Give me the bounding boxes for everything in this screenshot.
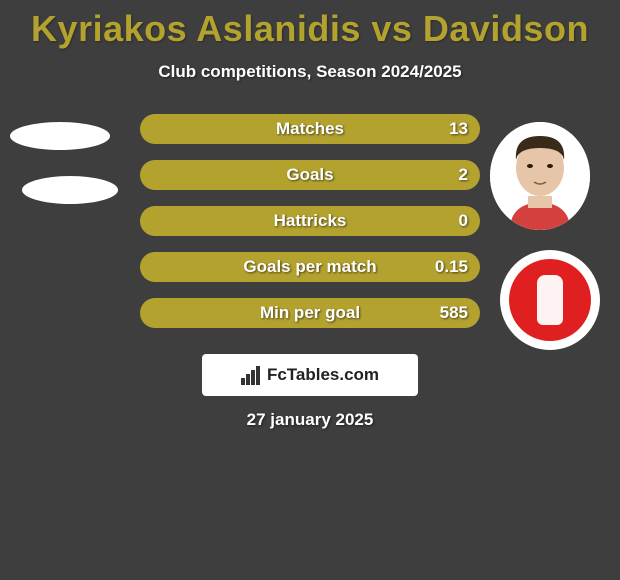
brand-badge: FcTables.com [202, 354, 418, 396]
date-text: 27 january 2025 [247, 410, 374, 430]
stat-bar: Matches 13 [140, 114, 480, 144]
stat-bar: Hattricks 0 [140, 206, 480, 236]
brand-text: FcTables.com [267, 365, 379, 385]
stat-value-right: 13 [449, 119, 468, 139]
stat-row: Matches 13 [0, 114, 620, 144]
stat-bar: Goals 2 [140, 160, 480, 190]
stat-label: Hattricks [274, 211, 347, 231]
stat-label: Min per goal [260, 303, 360, 323]
stat-row: Hattricks 0 [0, 206, 620, 236]
stat-bar: Min per goal 585 [140, 298, 480, 328]
page-title: Kyriakos Aslanidis vs Davidson [0, 0, 620, 50]
subtitle: Club competitions, Season 2024/2025 [0, 62, 620, 82]
stat-value-right: 0.15 [435, 257, 468, 277]
stat-label: Goals [286, 165, 333, 185]
comparison-chart: Matches 13 Goals 2 Hattricks 0 Goals per match… [0, 114, 620, 328]
stat-row: Min per goal 585 [0, 298, 620, 328]
stat-row: Goals 2 [0, 160, 620, 190]
stat-value-right: 2 [459, 165, 468, 185]
stat-row: Goals per match 0.15 [0, 252, 620, 282]
stat-label: Goals per match [243, 257, 376, 277]
stat-value-right: 0 [459, 211, 468, 231]
stat-bar: Goals per match 0.15 [140, 252, 480, 282]
stat-label: Matches [276, 119, 344, 139]
stat-value-right: 585 [440, 303, 468, 323]
bar-chart-icon [241, 365, 261, 385]
